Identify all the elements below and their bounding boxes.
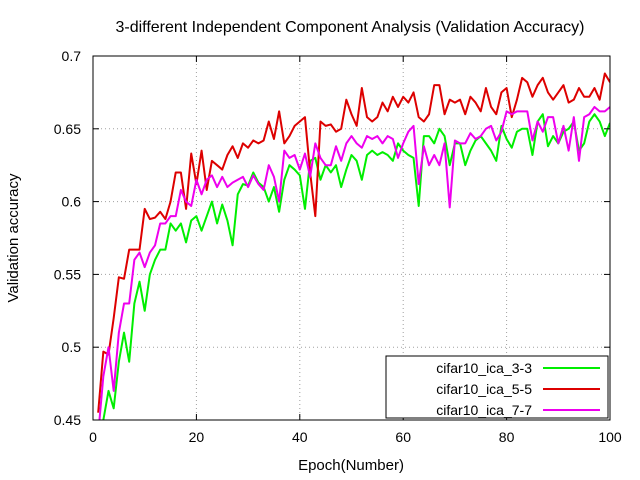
legend-label-cifar10_ica_5-5: cifar10_ica_5-5: [436, 381, 532, 397]
plot-frame: [92, 55, 611, 421]
legend: cifar10_ica_3-3 cifar10_ica_5-5 cifar10_ic…: [385, 355, 609, 419]
series-lines: [97, 72, 610, 420]
x-tick-label: 80: [499, 429, 515, 445]
y-axis-label: Validation accuracy: [5, 173, 22, 302]
grid-lines: [93, 56, 610, 420]
y-tick-label: 0.6: [62, 194, 82, 210]
legend-label-cifar10_ica_3-3: cifar10_ica_3-3: [436, 360, 532, 376]
chart-title: 3-different Independent Component Analys…: [115, 19, 584, 36]
series-line-cifar10_ica_5-5: [97, 72, 610, 413]
y-tick-label: 0.45: [54, 412, 81, 428]
legend-box: [385, 355, 609, 419]
x-tick-label: 100: [598, 429, 622, 445]
x-tick-label: 0: [89, 429, 97, 445]
axis-ticks: 0 20 40 60 80 100 0.45 0.5 0.55 0.6 0.65 0.7: [54, 48, 622, 445]
x-axis-label: Epoch(Number): [298, 457, 404, 474]
series-line-cifar10_ica_7-7: [98, 105, 610, 420]
y-tick-label: 0.55: [54, 266, 81, 282]
legend-items: cifar10_ica_3-3 cifar10_ica_5-5 cifar10_ic…: [436, 360, 600, 418]
y-tick-label: 0.65: [54, 121, 81, 137]
legend-label-cifar10_ica_7-7: cifar10_ica_7-7: [436, 402, 532, 418]
y-tick-label: 0.7: [62, 48, 82, 64]
x-tick-label: 40: [292, 429, 308, 445]
series-line-cifar10_ica_3-3: [102, 113, 610, 420]
x-tick-label: 60: [395, 429, 411, 445]
y-tick-label: 0.5: [62, 339, 82, 355]
x-tick-label: 20: [189, 429, 205, 445]
